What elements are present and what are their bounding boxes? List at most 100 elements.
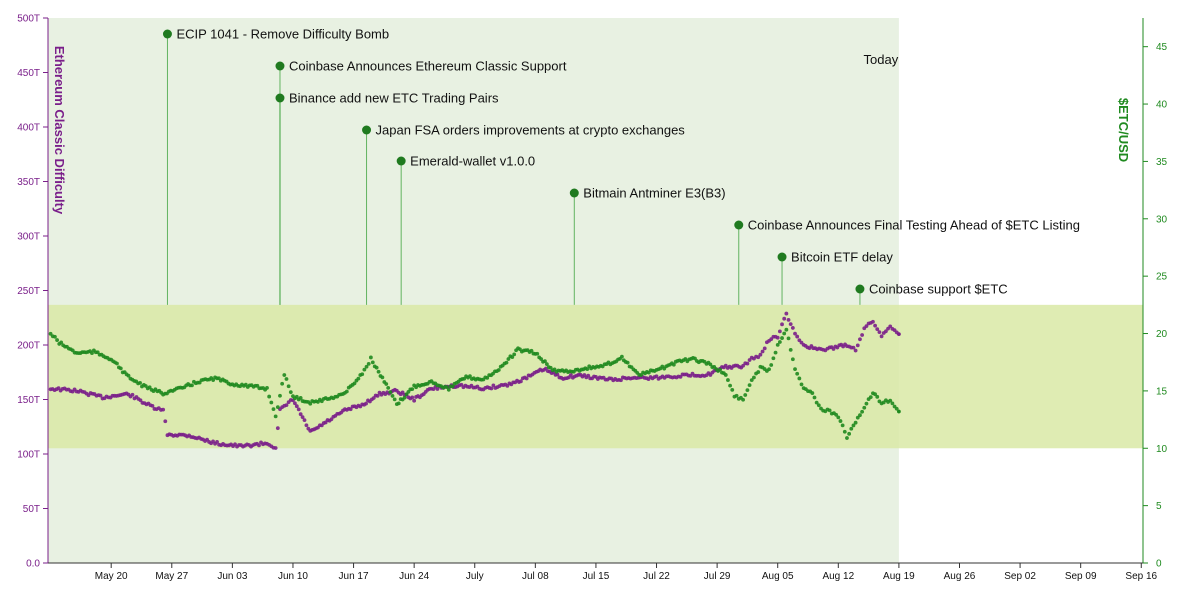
series-price bbox=[48, 327, 901, 440]
series-point bbox=[812, 395, 817, 400]
series-point bbox=[265, 386, 269, 390]
series-point bbox=[745, 361, 750, 366]
series-point bbox=[215, 439, 219, 444]
series-point bbox=[386, 385, 391, 390]
series-point bbox=[362, 367, 367, 372]
x-tick-label: Jul 15 bbox=[583, 571, 610, 582]
series-point bbox=[793, 367, 797, 372]
series-point bbox=[374, 365, 379, 370]
series-point bbox=[849, 426, 854, 431]
series-point bbox=[775, 335, 780, 340]
event-dot bbox=[734, 220, 744, 230]
series-layer bbox=[48, 311, 901, 450]
series-point bbox=[654, 374, 659, 379]
series-point bbox=[390, 394, 395, 398]
series-point bbox=[161, 407, 166, 412]
series-point bbox=[544, 366, 548, 371]
series-point bbox=[814, 400, 819, 405]
series-point bbox=[286, 384, 291, 389]
series-point bbox=[853, 348, 858, 353]
series-point bbox=[512, 352, 517, 357]
series-point bbox=[344, 389, 349, 394]
series-point bbox=[506, 357, 511, 361]
series-point bbox=[519, 379, 523, 384]
series-point bbox=[356, 376, 361, 381]
series-point bbox=[896, 332, 901, 336]
event-dot bbox=[275, 93, 285, 103]
series-point bbox=[620, 354, 624, 359]
series-point bbox=[118, 366, 123, 371]
series-point bbox=[864, 324, 869, 328]
series-difficulty bbox=[48, 311, 901, 450]
series-point bbox=[797, 376, 802, 381]
series-point bbox=[302, 418, 307, 423]
series-point bbox=[48, 331, 53, 336]
series-point bbox=[284, 377, 289, 381]
event-label: Japan FSA orders improvements at crypto … bbox=[376, 123, 686, 138]
series-point bbox=[388, 390, 393, 395]
series-point bbox=[851, 423, 856, 428]
series-point bbox=[888, 324, 893, 329]
left-tick-label: 50T bbox=[23, 504, 40, 515]
x-tick-label: Jul 29 bbox=[704, 571, 731, 582]
series-point bbox=[489, 386, 494, 391]
event-dot bbox=[855, 284, 865, 294]
series-point bbox=[777, 329, 782, 334]
series-point bbox=[726, 378, 730, 382]
series-point bbox=[298, 412, 303, 417]
series-point bbox=[115, 361, 119, 366]
series-point bbox=[799, 382, 804, 387]
x-tick-label: Aug 12 bbox=[822, 571, 854, 582]
series-point bbox=[304, 423, 309, 428]
series-point bbox=[862, 405, 867, 410]
series-point bbox=[90, 351, 94, 355]
series-point bbox=[288, 390, 293, 395]
series-point bbox=[842, 429, 847, 434]
x-tick-label: Sep 09 bbox=[1065, 571, 1097, 582]
series-point bbox=[851, 345, 856, 350]
series-point bbox=[718, 367, 722, 372]
event-dot bbox=[362, 125, 372, 135]
series-point bbox=[273, 414, 278, 419]
series-point bbox=[790, 357, 795, 362]
event-dot bbox=[569, 188, 579, 198]
series-point bbox=[734, 393, 739, 398]
left-tick-label: 400T bbox=[17, 123, 40, 134]
series-point bbox=[784, 311, 789, 316]
left-tick-label: 100T bbox=[17, 450, 40, 461]
series-point bbox=[873, 392, 877, 397]
series-point bbox=[468, 374, 472, 379]
series-point bbox=[384, 382, 389, 386]
series-point bbox=[292, 401, 297, 406]
series-point bbox=[877, 330, 882, 335]
series-point bbox=[836, 415, 841, 420]
event-dot bbox=[777, 252, 787, 262]
right-tick-label: 30 bbox=[1156, 214, 1168, 225]
series-point bbox=[375, 393, 380, 398]
axes-layer: 0.050T100T150T200T250T300T350T400T450T50… bbox=[17, 14, 1167, 583]
series-point bbox=[435, 387, 440, 391]
series-point bbox=[510, 355, 515, 360]
series-point bbox=[853, 420, 858, 425]
series-point bbox=[784, 327, 789, 332]
series-point bbox=[671, 362, 676, 367]
series-point bbox=[860, 333, 865, 337]
series-point bbox=[780, 322, 784, 327]
series-point bbox=[769, 337, 774, 342]
series-point bbox=[491, 383, 496, 388]
event-label: Emerald-wallet v1.0.0 bbox=[410, 154, 535, 169]
series-point bbox=[98, 393, 103, 398]
series-point bbox=[257, 443, 261, 448]
right-tick-label: 35 bbox=[1156, 157, 1168, 168]
left-tick-label: 450T bbox=[17, 68, 40, 79]
today-label: Today bbox=[864, 52, 899, 67]
x-tick-label: July bbox=[466, 571, 484, 582]
x-tick-label: Jun 24 bbox=[399, 571, 429, 582]
event-label: Binance add new ETC Trading Pairs bbox=[289, 91, 499, 106]
series-point bbox=[860, 409, 865, 414]
series-point bbox=[723, 373, 728, 377]
series-point bbox=[163, 419, 168, 424]
right-tick-label: 20 bbox=[1156, 329, 1168, 340]
series-point bbox=[782, 316, 787, 321]
